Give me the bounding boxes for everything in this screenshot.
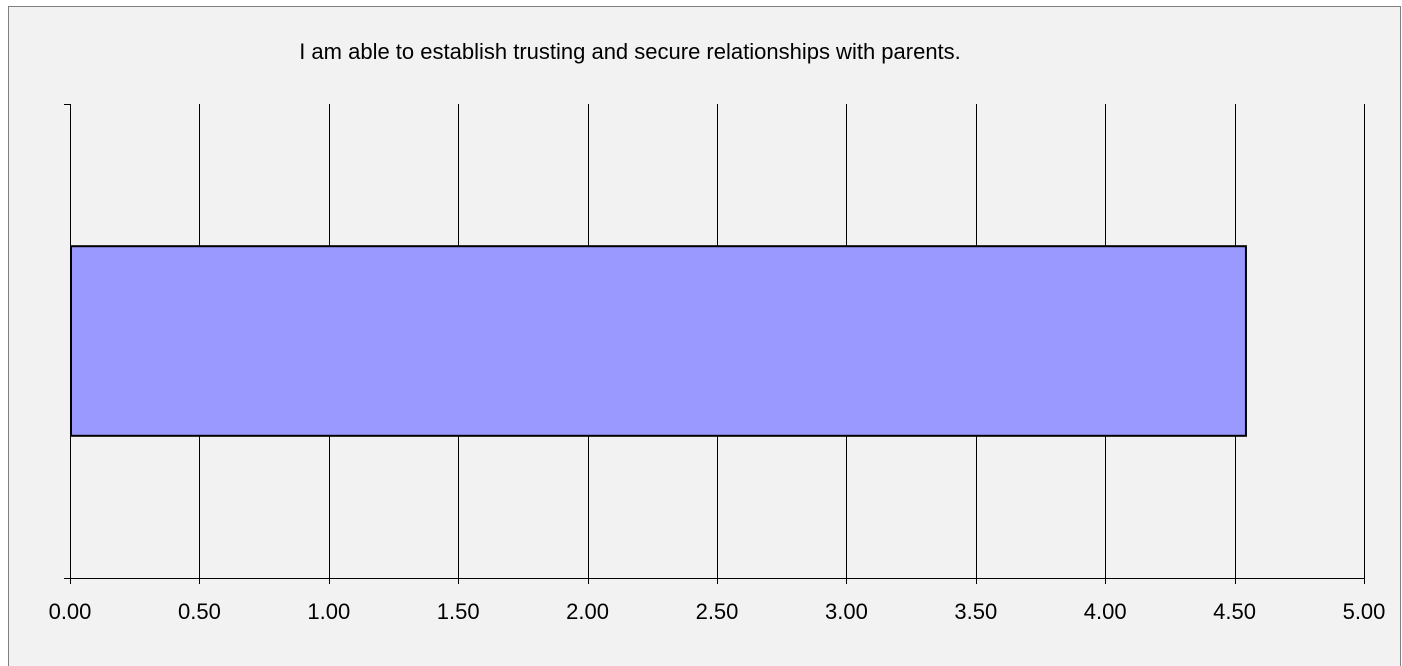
x-tick-label: 3.50 (954, 599, 997, 624)
bar (70, 245, 1247, 437)
x-tick-label: 0.50 (178, 599, 221, 624)
x-tick-labels: 0.00 0.50 1.00 1.50 2.00 2.50 3.00 3.50 4.00 4.50… (49, 599, 1386, 624)
x-tick-label: 1.00 (307, 599, 350, 624)
x-tick-label: 4.50 (1213, 599, 1256, 624)
x-tick-label: 5.00 (1343, 599, 1386, 624)
x-tick-label: 2.50 (696, 599, 739, 624)
bars (70, 245, 1247, 437)
x-tick-label: 2.00 (566, 599, 609, 624)
x-tick-label: 1.50 (437, 599, 480, 624)
x-tick-label: 0.00 (49, 599, 92, 624)
x-tick-label: 3.00 (825, 599, 868, 624)
x-tick-label: 4.00 (1084, 599, 1127, 624)
chart-title: I am able to establish trusting and secu… (299, 39, 961, 64)
